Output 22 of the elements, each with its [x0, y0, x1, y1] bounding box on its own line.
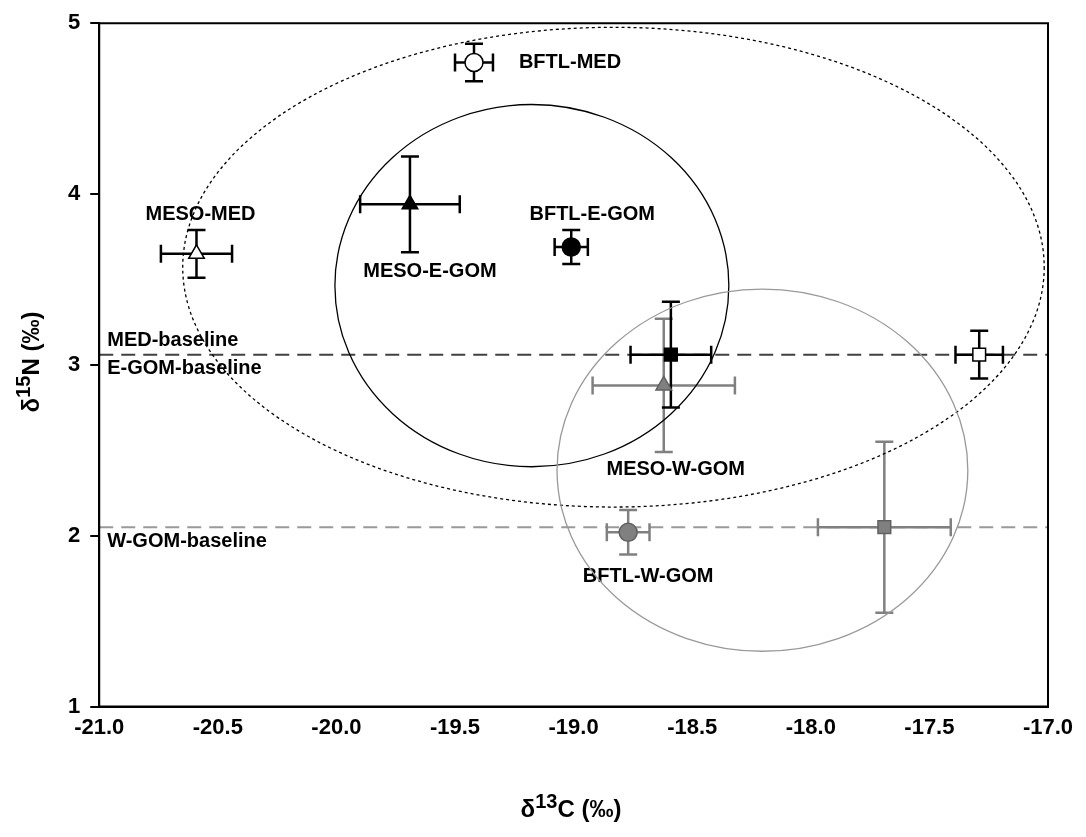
- y-tick-label: 2: [67, 521, 81, 547]
- x-tick-label: -19.0: [548, 713, 599, 739]
- annotation: MESO-E-GOM: [363, 258, 497, 281]
- x-tick-label: -18.0: [785, 713, 836, 739]
- y-tick-label: 5: [67, 9, 81, 35]
- ref-line-label: W-GOM-baseline: [107, 528, 267, 551]
- annotation: BFTL-E-GOM: [529, 201, 656, 224]
- annotation: MESO-MED: [145, 202, 256, 225]
- x-tick-label: -20.0: [311, 713, 362, 739]
- y-tick-label: 3: [67, 350, 81, 376]
- x-tick-label: -18.5: [667, 713, 718, 739]
- annotation: MESO-W-GOM: [606, 456, 745, 479]
- x-tick-label: -20.5: [192, 713, 243, 739]
- x-tick-label: -17.0: [1022, 713, 1074, 739]
- x-axis-title: δ$^{13}$C (‰): [520, 790, 622, 823]
- annotation: BFTL-MED: [518, 50, 622, 73]
- annotation: E-GOM-baseline: [107, 356, 262, 379]
- ref-line-label: MED-baseline: [107, 328, 239, 351]
- y-tick-label: 4: [67, 180, 81, 206]
- x-tick-label: -19.5: [429, 713, 481, 739]
- x-tick-label: -17.5: [904, 713, 955, 739]
- annotation: BFTL-W-GOM: [582, 563, 714, 586]
